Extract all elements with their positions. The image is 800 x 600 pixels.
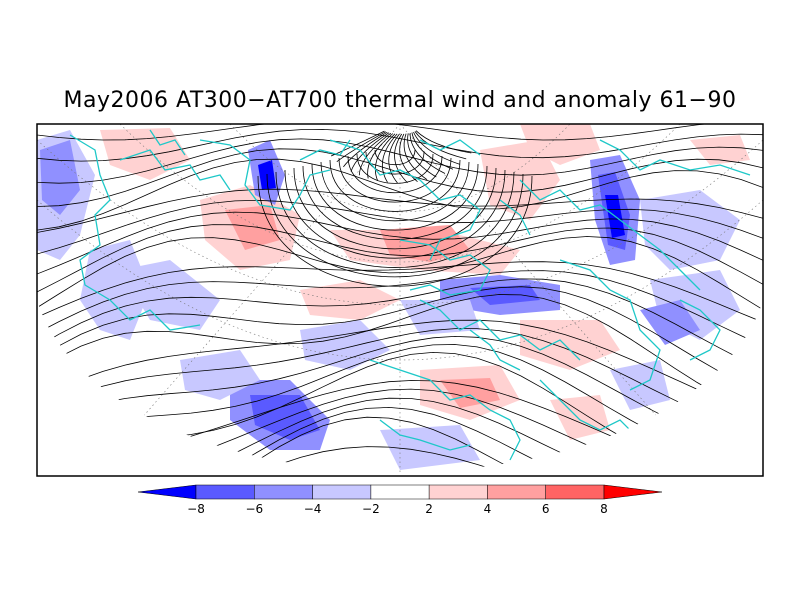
streamline [37,224,763,293]
colorbar-tick-label: −6 [245,502,263,516]
streamline [347,155,443,194]
streamline [37,416,763,472]
colorbar-segment [254,484,313,500]
colorbar-segment [137,484,197,500]
streamline [374,149,416,165]
colorbar-tick-label: −4 [304,502,322,516]
colorbar-tick-label: −8 [187,502,205,516]
streamline [37,236,763,311]
streamline [275,171,515,268]
streamline [37,148,763,207]
streamline [37,278,763,370]
streamline [330,130,385,157]
streamline [338,157,452,203]
streamline [409,132,446,174]
colorbar-segment [487,484,546,500]
colorbar-segment [428,484,488,500]
streamline [37,319,763,418]
colorbar-segment [370,484,430,500]
streamline [411,132,454,170]
streamline [37,328,763,439]
streamline [358,132,392,176]
streamline [37,397,763,472]
colorbar-segment [545,484,605,500]
streamline [37,158,763,231]
streamline [415,130,472,154]
streamline [367,133,394,179]
streamline [284,169,506,259]
streamline [37,260,763,323]
streamline [399,133,418,183]
coastlines [69,129,751,461]
streamline [37,138,763,184]
streamline [37,406,763,472]
streamline [381,133,398,183]
colorbar: −8 −6 −4 −2 2 4 6 8 [137,484,663,516]
map-frame [36,123,764,477]
streamline [37,124,763,141]
streamline [343,131,388,168]
streamline [356,153,434,184]
colorbar-segment [195,484,255,500]
streamline [413,131,461,165]
streamline [329,159,461,212]
streamline [37,446,763,472]
streamline [37,199,763,255]
streamline [37,211,763,275]
streamline [374,133,396,181]
colorbar-segment [603,484,663,500]
streamline [37,294,763,416]
colorbar-tick-label: −2 [362,502,380,516]
colorbar-segment [312,484,372,500]
colorbar-tick-label: 4 [484,502,492,516]
streamline [37,335,763,457]
colorbar-tick-label: 8 [600,502,608,516]
streamline [403,133,428,181]
colorbar-tick-label: 2 [425,502,433,516]
streamline [37,188,763,233]
colorbar-tick-label: 6 [542,502,550,516]
streamline [37,270,763,347]
streamline [407,133,437,178]
graticule [37,124,763,472]
streamline [394,133,408,184]
streamline [388,133,400,184]
map-title: May2006 AT300−AT700 thermal wind and ano… [63,88,737,113]
